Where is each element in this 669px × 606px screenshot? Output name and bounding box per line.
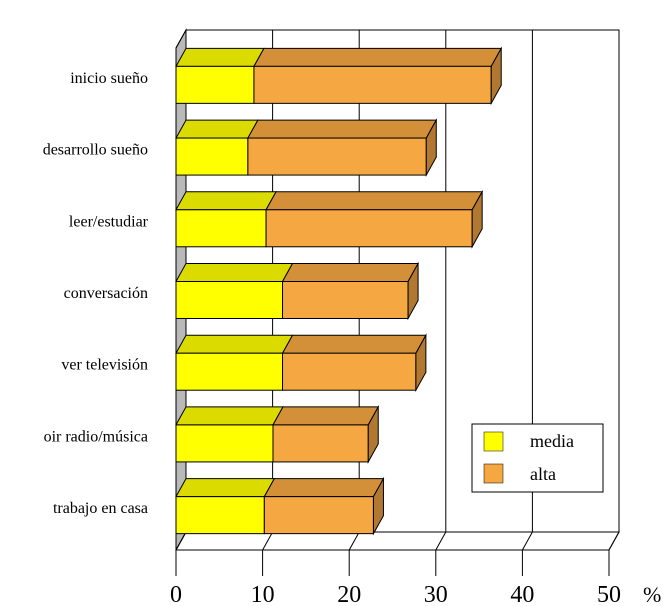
floor-tick (175, 531, 187, 551)
category-label: trabajo en casa (53, 500, 148, 517)
bar-alta (272, 424, 369, 463)
floor-tick (262, 531, 274, 551)
bar-alta (282, 352, 417, 391)
legend-label-alta: alta (530, 464, 556, 484)
side-wall-top-edge (175, 29, 187, 49)
bar-media-top (175, 47, 265, 67)
category-label: desarrollo sueño (43, 142, 148, 159)
bar-media-top (175, 263, 294, 282)
x-axis-unit: % (643, 582, 661, 606)
legend-swatch-media (483, 431, 504, 452)
tick-label: 20 (337, 582, 361, 606)
floor-tick (521, 531, 533, 551)
bar-alta (265, 209, 473, 248)
legend: media alta (471, 423, 604, 493)
bar-media-top (175, 334, 294, 354)
floor-tick (348, 531, 360, 551)
bar-media-top (175, 191, 277, 211)
bar-alta-side (425, 118, 437, 178)
floor-tick (435, 531, 447, 551)
tick-label: 50 (597, 582, 621, 606)
bar-alta-side (471, 189, 483, 249)
bar-media (175, 65, 255, 104)
x-axis-ticks: 0 10 20 30 40 50 (170, 550, 621, 606)
bars (175, 46, 503, 536)
bar-alta-side (415, 333, 427, 393)
bar-alta-top (253, 47, 503, 67)
bar-media (175, 209, 267, 248)
bar-media-top (175, 478, 276, 498)
bar-alta-top (281, 334, 427, 354)
bar-alta-side (367, 404, 379, 464)
category-label: leer/estudiar (69, 213, 149, 230)
bar-media (175, 496, 265, 535)
tick-label: 40 (510, 582, 534, 606)
bar-alta-side (490, 46, 502, 106)
bar-alta-top (272, 406, 380, 426)
bar-media-top (175, 119, 259, 139)
bar-media (175, 424, 274, 463)
category-label: conversación (64, 285, 148, 302)
category-label: inicio sueño (70, 70, 148, 87)
tick-label: 30 (424, 582, 448, 606)
floor (175, 531, 620, 551)
tick-label: 0 (170, 582, 182, 606)
category-label: ver televisión (61, 357, 148, 374)
bar-alta-top (263, 478, 385, 498)
bar-alta-side (407, 261, 419, 321)
bar-alta (282, 281, 409, 319)
legend-swatch-alta (483, 463, 504, 484)
bar-alta (263, 496, 374, 535)
bar-alta-top (265, 191, 484, 211)
legend-label-media: media (530, 431, 574, 451)
category-label: oir radio/música (44, 428, 148, 445)
bar-alta-side (372, 476, 384, 536)
bar-alta-top (281, 263, 419, 282)
floor-tick (608, 531, 620, 551)
bar-alta (253, 65, 492, 104)
category-labels: inicio sueño desarrollo sueño leer/estudia… (43, 70, 149, 517)
bar-media (175, 281, 284, 319)
bar-media (175, 352, 284, 391)
bar-alta-top (247, 119, 438, 139)
bar-alta (247, 137, 427, 176)
bar-media-top (175, 406, 284, 426)
bar-media (175, 137, 249, 176)
tick-label: 10 (251, 582, 275, 606)
